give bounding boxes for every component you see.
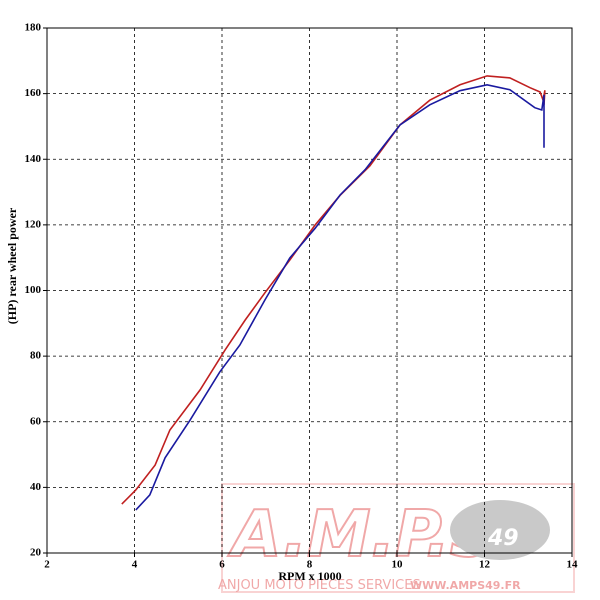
- watermark-url: WWW.AMPS49.FR: [410, 579, 521, 592]
- x-tick-label: 4: [132, 559, 138, 571]
- x-tick-label: 8: [307, 559, 313, 571]
- x-tick-label: 6: [219, 559, 225, 571]
- power-curve: [135, 83, 545, 511]
- x-tick-label: 14: [567, 559, 579, 571]
- x-tick-label: 2: [44, 559, 50, 571]
- plot-frame: [46, 27, 573, 554]
- x-tick-label: 10: [392, 559, 404, 571]
- y-tick-label: 80: [30, 350, 42, 362]
- y-tick-label: 40: [30, 481, 42, 493]
- x-tick-label: 12: [479, 559, 491, 571]
- y-tick-label: 120: [25, 218, 42, 230]
- y-tick-label: 100: [25, 284, 42, 296]
- x-axis-label: RPM x 1000: [278, 569, 341, 583]
- watermark-title: A.M.P.S: [227, 498, 496, 572]
- watermark-bike: [450, 500, 550, 560]
- watermark-badge: 49: [487, 526, 519, 551]
- y-tick-label: 180: [25, 22, 42, 34]
- y-tick-label: 60: [30, 415, 42, 427]
- watermark: A.M.P.S 49 ANJOU MOTO PIECES SERVICES WW…: [218, 483, 575, 593]
- y-tick-label: 20: [30, 547, 42, 559]
- y-tick-label: 140: [25, 153, 42, 165]
- y-axis-label: (HP) rear wheel power: [5, 207, 19, 324]
- y-tick-label: 160: [25, 87, 42, 99]
- watermark-subtitle: ANJOU MOTO PIECES SERVICES: [218, 578, 421, 593]
